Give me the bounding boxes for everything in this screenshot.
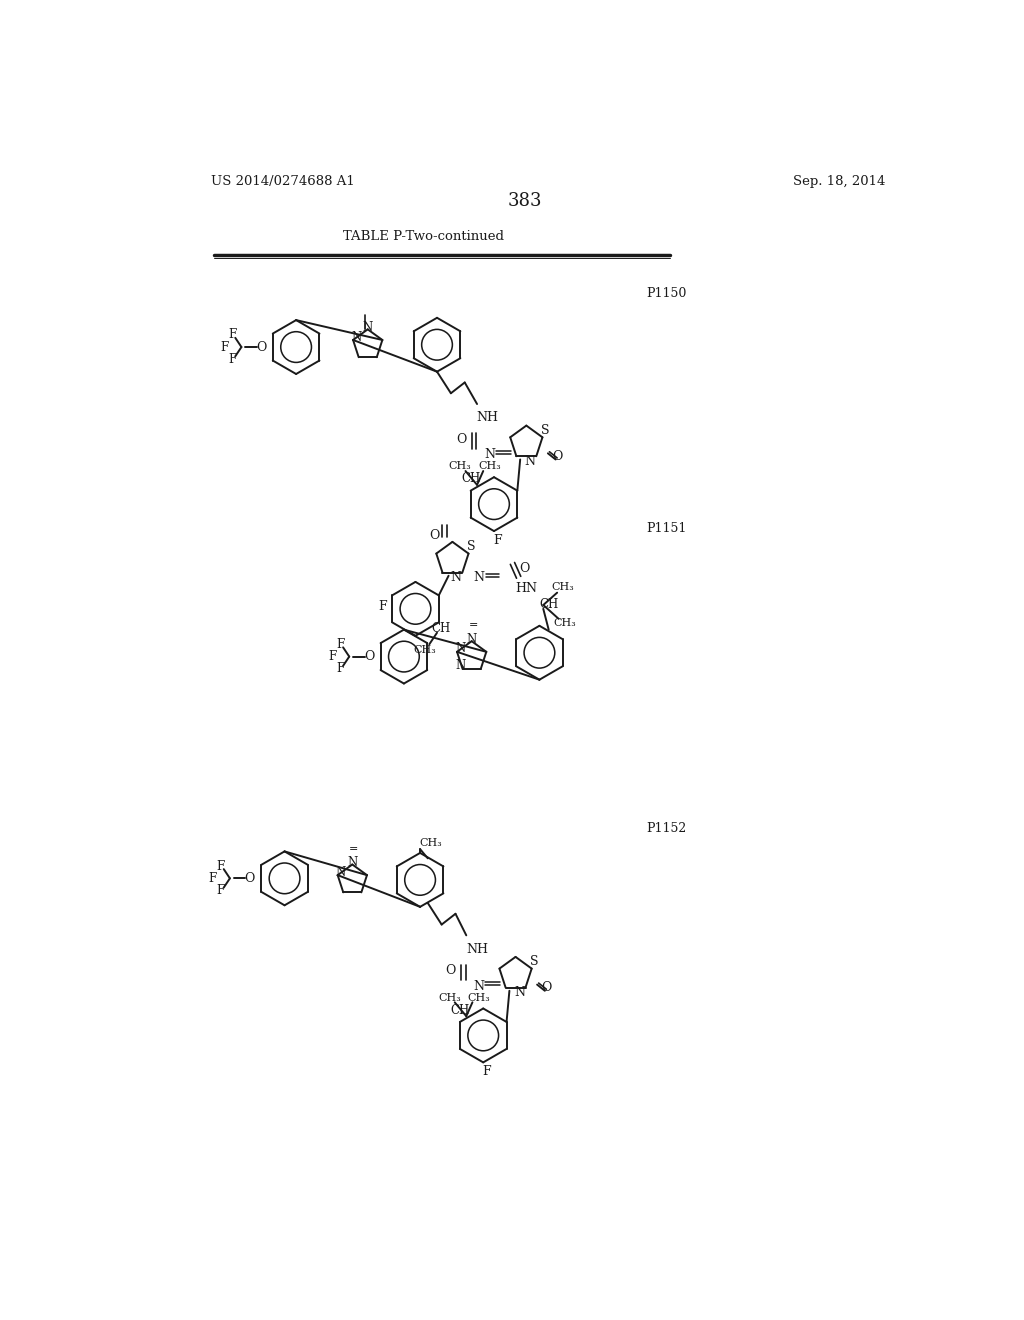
Text: S: S — [529, 954, 539, 968]
Text: N: N — [451, 570, 462, 583]
Text: 383: 383 — [508, 191, 542, 210]
Text: N: N — [362, 321, 373, 334]
Text: F: F — [228, 329, 237, 342]
Text: NH: NH — [466, 942, 488, 956]
Text: =: = — [469, 620, 478, 631]
Text: N: N — [524, 454, 536, 467]
Text: =: = — [349, 843, 358, 854]
Text: NH: NH — [477, 412, 499, 425]
Text: O: O — [457, 433, 467, 446]
Text: F: F — [216, 859, 225, 873]
Text: F: F — [328, 649, 337, 663]
Text: F: F — [336, 638, 344, 651]
Text: CH₃: CH₃ — [478, 462, 501, 471]
Text: N: N — [351, 330, 361, 343]
Text: S: S — [541, 424, 549, 437]
Text: F: F — [216, 884, 225, 898]
Text: O: O — [429, 529, 439, 543]
Text: CH: CH — [451, 1003, 470, 1016]
Text: O: O — [445, 964, 456, 977]
Text: CH: CH — [540, 598, 559, 611]
Text: O: O — [552, 450, 562, 463]
Text: CH₃: CH₃ — [414, 645, 436, 656]
Text: CH₃: CH₃ — [449, 462, 471, 471]
Text: F: F — [209, 871, 217, 884]
Text: CH₃: CH₃ — [551, 582, 573, 591]
Text: Sep. 18, 2014: Sep. 18, 2014 — [793, 176, 885, 187]
Text: CH₃: CH₃ — [553, 619, 577, 628]
Text: N: N — [473, 979, 484, 993]
Text: O: O — [245, 871, 255, 884]
Text: S: S — [467, 540, 475, 553]
Text: N: N — [336, 866, 346, 879]
Text: N: N — [514, 986, 525, 999]
Text: TABLE P-Two-continued: TABLE P-Two-continued — [343, 231, 504, 243]
Text: O: O — [541, 981, 552, 994]
Text: O: O — [256, 341, 266, 354]
Text: N: N — [456, 659, 466, 672]
Text: P1152: P1152 — [646, 822, 687, 834]
Text: CH₃: CH₃ — [438, 993, 461, 1003]
Text: F: F — [220, 341, 228, 354]
Text: CH₃: CH₃ — [467, 993, 489, 1003]
Text: N: N — [347, 857, 357, 870]
Text: N: N — [473, 570, 484, 583]
Text: F: F — [336, 663, 344, 676]
Text: CH₃: CH₃ — [420, 838, 442, 847]
Text: US 2014/0274688 A1: US 2014/0274688 A1 — [211, 176, 355, 187]
Text: CH: CH — [431, 622, 451, 635]
Text: F: F — [378, 601, 387, 612]
Text: N: N — [484, 449, 495, 462]
Text: F: F — [482, 1065, 492, 1078]
Text: CH: CH — [461, 473, 480, 486]
Text: HN: HN — [515, 582, 538, 594]
Text: O: O — [519, 561, 530, 574]
Text: F: F — [494, 533, 502, 546]
Text: N: N — [467, 634, 477, 647]
Text: P1151: P1151 — [646, 521, 687, 535]
Text: O: O — [365, 649, 375, 663]
Text: P1150: P1150 — [646, 286, 687, 300]
Text: N: N — [455, 643, 465, 656]
Text: F: F — [228, 352, 237, 366]
